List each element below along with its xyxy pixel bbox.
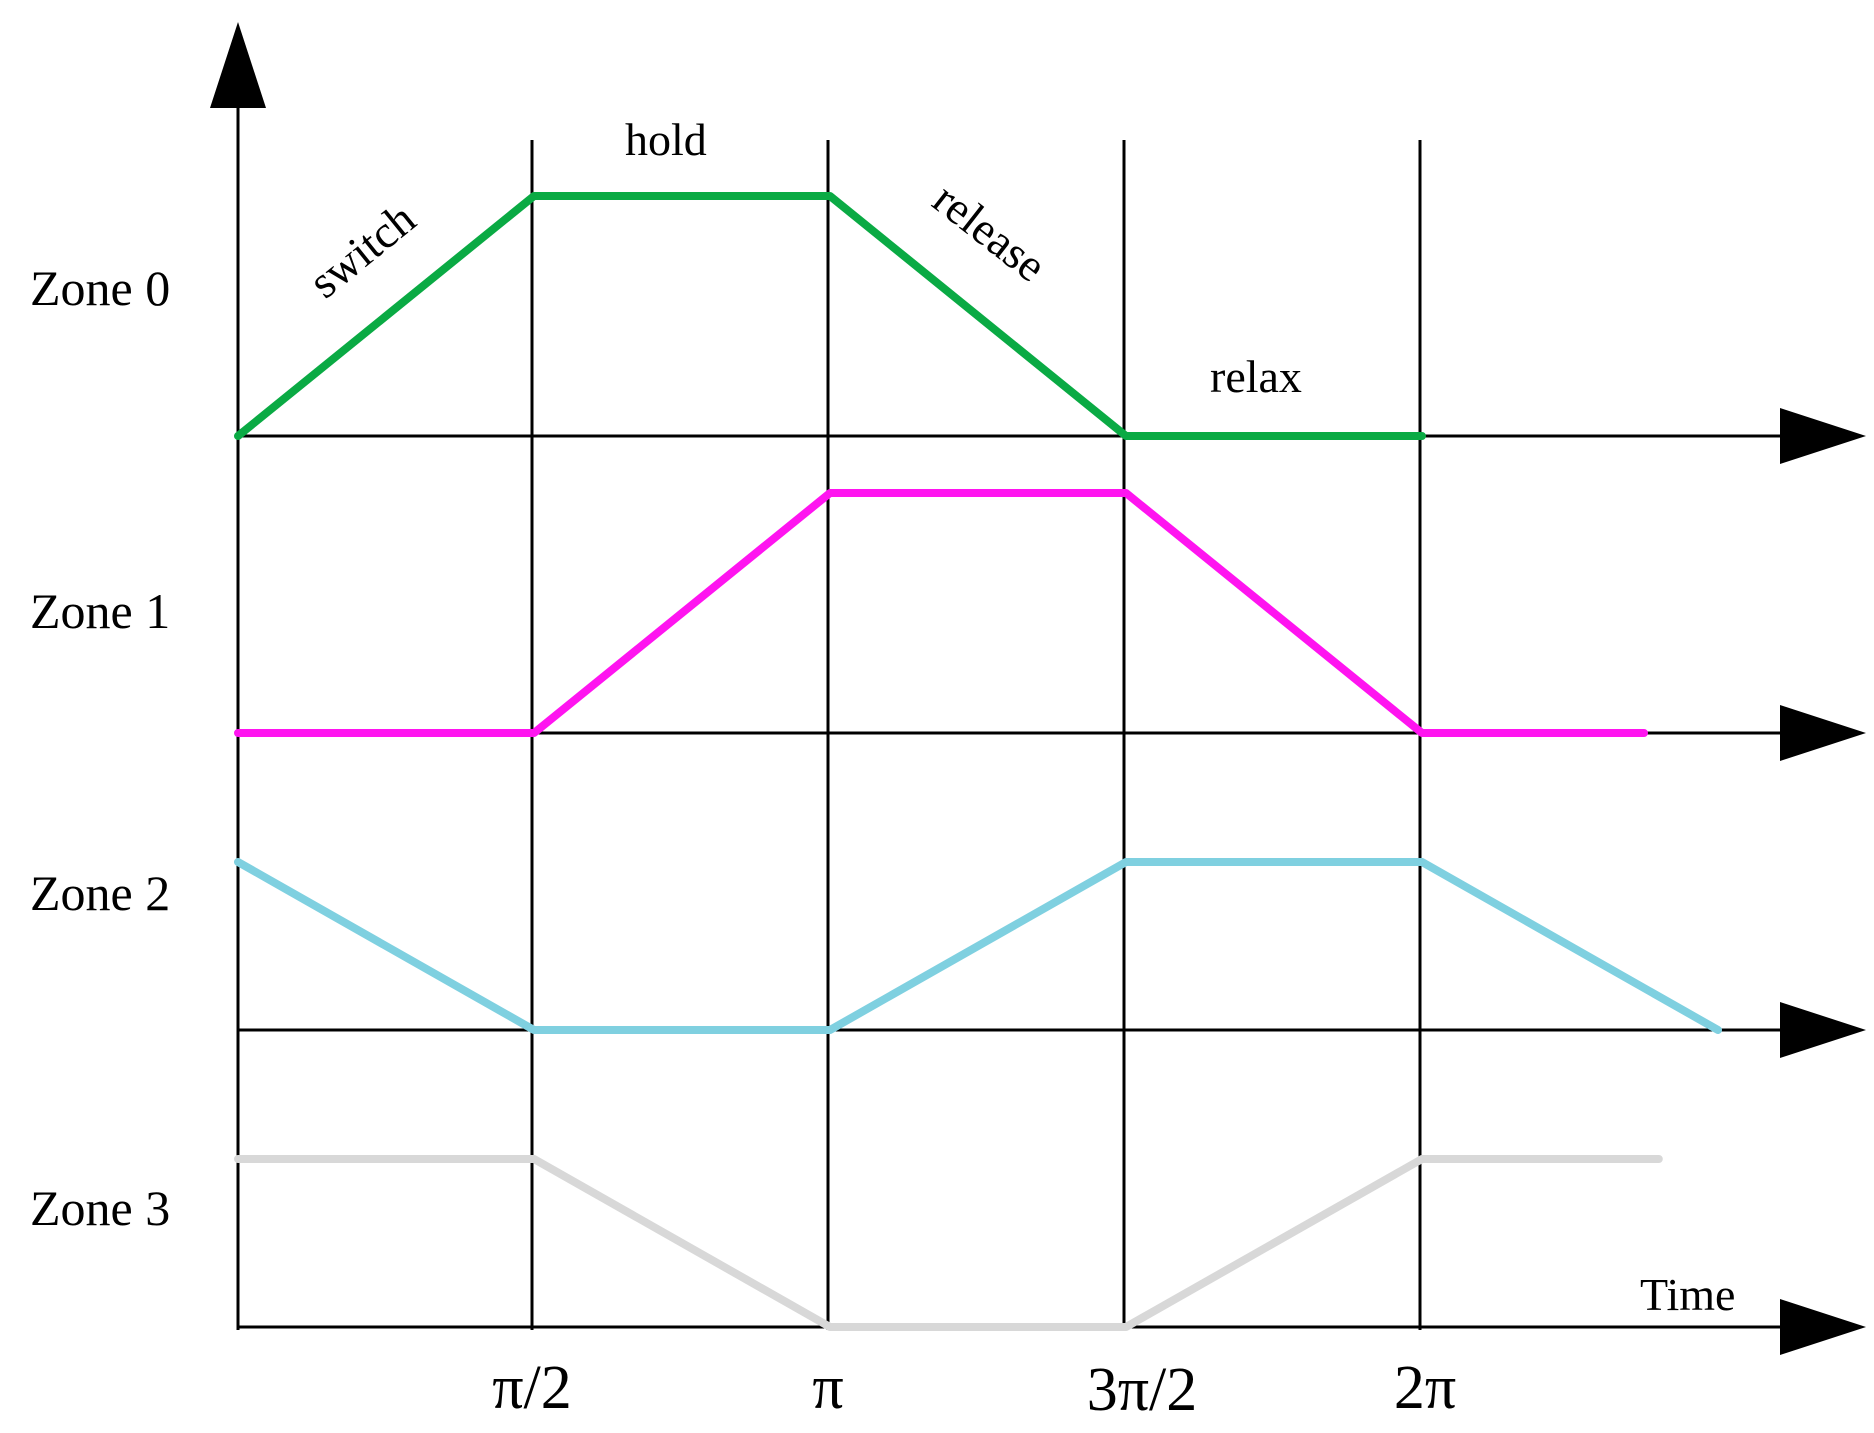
phase-label-switch: switch	[299, 193, 424, 308]
zone-0-label: Zone 0	[30, 260, 170, 316]
tick-label-3pi-half: 3π/2	[1087, 1356, 1198, 1424]
zone-1-axis-arrow	[1780, 705, 1866, 761]
y-axis-arrow	[210, 22, 266, 108]
zone-0-axis-arrow	[1780, 408, 1866, 464]
zone-2-label: Zone 2	[30, 865, 170, 921]
time-axis-label: Time	[1640, 1269, 1735, 1320]
tick-label-2pi: 2π	[1394, 1354, 1456, 1422]
zone-3-label: Zone 3	[30, 1180, 170, 1236]
zone-2-waveform	[234, 858, 1722, 1034]
phase-label-hold: hold	[625, 114, 707, 165]
phase-label-relax: relax	[1210, 351, 1302, 402]
zone-2-axis-arrow	[1780, 1002, 1866, 1058]
time-axis-arrow	[1780, 1299, 1866, 1355]
zone-1-waveform	[234, 489, 1648, 737]
zone-waveforms	[234, 192, 1722, 1331]
tick-label-pi-half: π/2	[492, 1354, 572, 1422]
zone-1-label: Zone 1	[30, 583, 170, 639]
zone-0-waveform	[234, 192, 1426, 440]
zone-3-waveform	[234, 1155, 1663, 1331]
tick-label-pi: π	[812, 1354, 843, 1422]
phase-label-release: release	[924, 173, 1056, 292]
